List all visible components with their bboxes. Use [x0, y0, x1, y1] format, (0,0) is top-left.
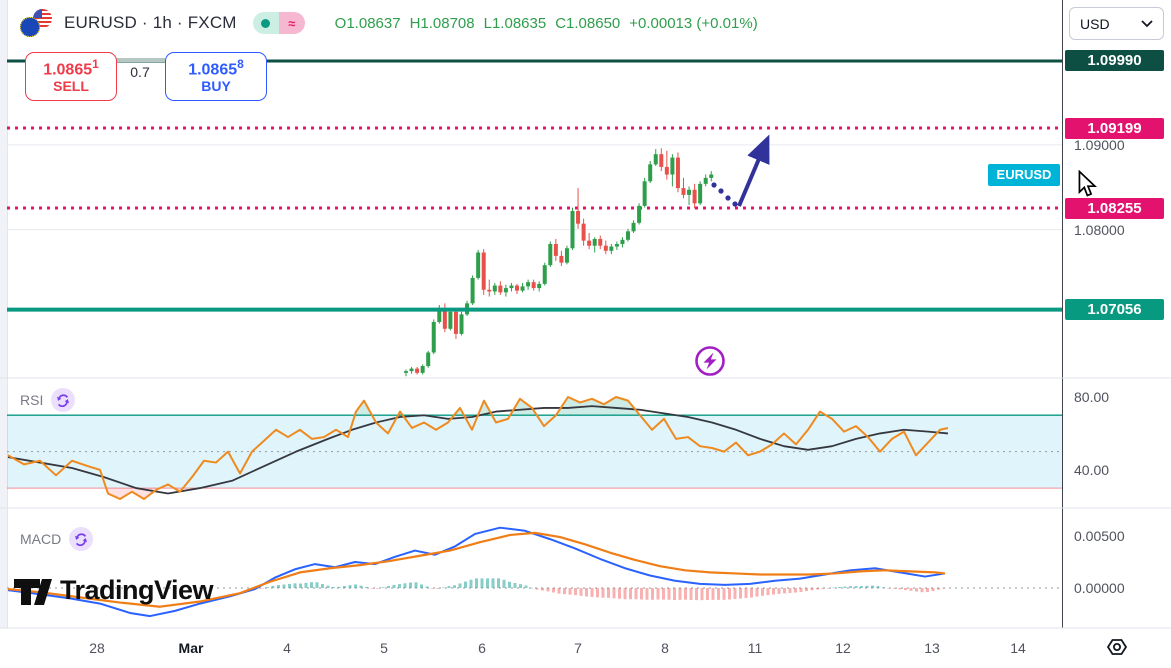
approx-icon: ≈ — [278, 12, 305, 34]
buy-label: BUY — [201, 78, 231, 95]
chevron-down-icon — [1141, 19, 1153, 27]
tradingview-wordmark: TradingView — [60, 575, 214, 605]
symbol-price-label: EURUSD — [988, 164, 1060, 186]
time-axis-label: 5 — [380, 640, 388, 656]
spread-connector — [115, 58, 165, 62]
price-level-label: 1.07056 — [1065, 299, 1164, 321]
time-axis-label: 8 — [661, 640, 669, 656]
currency-value: USD — [1080, 15, 1110, 32]
price-level-label: 1.08255 — [1065, 197, 1164, 219]
macd-refresh-icon[interactable] — [69, 527, 94, 551]
left-toolbar-strip — [0, 0, 8, 668]
tradingview-mark-icon — [14, 578, 52, 605]
macd-pane-header: MACD — [20, 527, 94, 551]
high-value: H1.08708 — [409, 14, 475, 32]
rsi-pane-header: RSI — [20, 388, 76, 412]
time-axis[interactable]: 28 Mar 4 5 6 7 8 11 12 13 14 — [0, 628, 1171, 668]
open-value: O1.08637 — [334, 14, 401, 32]
macd-pane-title: MACD — [20, 531, 62, 547]
axis-tick-label: 80.00 — [1074, 389, 1110, 405]
tradingview-logo[interactable]: TradingView — [12, 575, 214, 606]
axis-tick-label: 0.00500 — [1074, 528, 1125, 544]
sell-price: 1.08651 — [43, 57, 99, 79]
axis-tick-label: 1.09000 — [1074, 136, 1125, 153]
time-axis-label: 12 — [835, 640, 851, 656]
sell-button[interactable]: 1.08651 SELL — [25, 52, 117, 101]
price-axis[interactable]: USD 1.09990 1.09199 1.09000 1.08255 1.08000 1… — [1062, 0, 1171, 668]
buy-price: 1.08658 — [188, 57, 244, 79]
market-status-toggle[interactable]: ≈ — [252, 12, 305, 34]
time-axis-label: 14 — [1010, 640, 1026, 656]
time-axis-label: 6 — [478, 640, 486, 656]
eu-flag-icon — [20, 17, 40, 37]
rsi-pane-title: RSI — [20, 392, 44, 408]
buy-button[interactable]: 1.08658 BUY — [165, 52, 267, 101]
change-value: +0.00013 (+0.01%) — [629, 14, 758, 32]
rsi-refresh-icon[interactable] — [51, 388, 76, 412]
low-value: L1.08635 — [483, 14, 547, 32]
sell-label: SELL — [53, 78, 89, 95]
price-level-label: 1.09990 — [1065, 50, 1164, 72]
close-value: C1.08650 — [555, 14, 621, 32]
axis-tick-label: 40.00 — [1074, 461, 1110, 478]
ohlc-readout: O1.08637 H1.08708 L1.08635 C1.08650 +0.0… — [335, 15, 758, 32]
symbol-title: EURUSD · 1h · FXCM — [64, 13, 237, 32]
axis-tick-label: 0.00000 — [1074, 580, 1125, 596]
market-open-dot-icon — [252, 12, 279, 34]
time-axis-label: 28 — [89, 640, 105, 656]
price-level-label: 1.09199 — [1065, 117, 1164, 139]
mouse-cursor — [1076, 169, 1100, 203]
time-axis-label: 13 — [924, 640, 940, 656]
time-axis-label: 7 — [574, 640, 582, 656]
spread-value: 0.7 — [130, 64, 150, 80]
eurusd-flags-icon — [20, 9, 52, 37]
lightning-icon[interactable] — [693, 344, 727, 383]
axis-settings-icon[interactable] — [1101, 636, 1131, 663]
time-axis-month-label: Mar — [178, 640, 204, 656]
chart-header: EURUSD · 1h · FXCM ≈ O1.08637 H1.08708 L… — [20, 9, 758, 37]
axis-tick-label: 1.08000 — [1074, 221, 1125, 238]
time-axis-label: 4 — [283, 640, 291, 656]
currency-dropdown[interactable]: USD — [1069, 7, 1164, 40]
time-axis-label: 11 — [747, 640, 763, 656]
